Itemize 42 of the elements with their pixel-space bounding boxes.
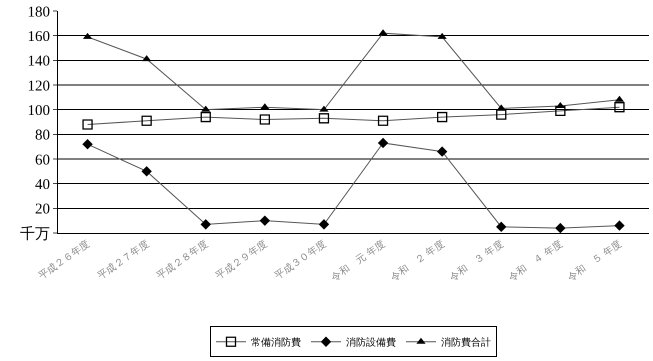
point bbox=[82, 139, 93, 150]
y-tick-label: 60 bbox=[35, 152, 50, 168]
y-tick-label: 40 bbox=[35, 176, 50, 193]
point bbox=[614, 102, 625, 112]
point bbox=[437, 112, 448, 122]
y-tick-label: 千万 bbox=[20, 225, 50, 242]
x-tick-label: 令和 ３ 年度 bbox=[447, 238, 506, 284]
legend-label: 消防費合計 bbox=[441, 336, 491, 349]
y-tick-label: 20 bbox=[35, 202, 50, 218]
x-tick-label: 令和 ２ 年度 bbox=[388, 238, 447, 284]
y-tick-label: 100 bbox=[28, 102, 50, 119]
y-tick-label: 120 bbox=[28, 78, 50, 94]
point bbox=[555, 222, 566, 234]
point bbox=[141, 166, 152, 177]
point bbox=[318, 219, 330, 230]
point bbox=[496, 222, 506, 232]
x-tick-label: 平成２９年度 bbox=[213, 238, 270, 282]
x-tick-label: 平成２８年度 bbox=[154, 238, 210, 282]
point bbox=[555, 106, 566, 116]
y-tick-label: 80 bbox=[35, 128, 50, 144]
point bbox=[378, 116, 388, 126]
point bbox=[436, 146, 448, 157]
legend-label: 消防設備費 bbox=[346, 336, 396, 349]
y-tick-label: 180 bbox=[28, 4, 50, 20]
point bbox=[378, 138, 388, 148]
point bbox=[260, 114, 270, 125]
point bbox=[614, 220, 625, 231]
point bbox=[142, 116, 152, 126]
point bbox=[200, 219, 211, 230]
x-tick-label: 令和 元 年度 bbox=[328, 238, 388, 284]
point bbox=[200, 112, 211, 122]
y-tick-label: 140 bbox=[28, 54, 50, 70]
point bbox=[318, 113, 330, 124]
legend-label: 常備消防費 bbox=[251, 336, 301, 349]
x-tick-label: 令和 ５ 年度 bbox=[565, 238, 624, 284]
x-tick-label: 平成２７年度 bbox=[95, 238, 152, 282]
point bbox=[82, 119, 93, 130]
point bbox=[260, 215, 270, 226]
y-tick-label: 160 bbox=[28, 28, 50, 45]
point bbox=[496, 109, 506, 120]
x-tick-label: 令和 ４ 年度 bbox=[506, 238, 565, 284]
x-tick-label: 平成３０年度 bbox=[272, 238, 329, 282]
